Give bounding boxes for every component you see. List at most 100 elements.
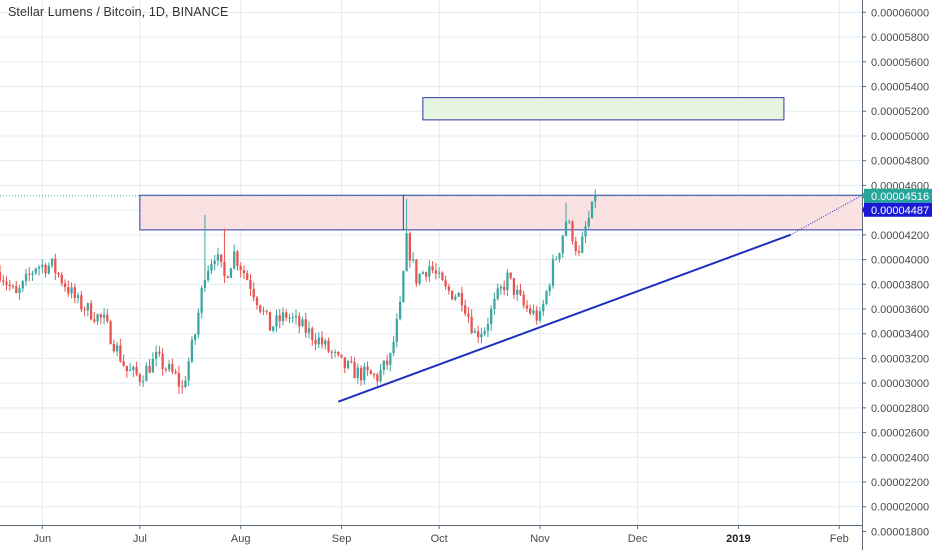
candle-body xyxy=(337,351,340,355)
candle-body xyxy=(307,328,311,333)
candle xyxy=(174,368,177,375)
candle xyxy=(233,244,236,270)
candle xyxy=(551,254,555,289)
candle-body xyxy=(187,361,190,381)
candle xyxy=(184,375,187,389)
candle xyxy=(119,338,122,363)
candle-body xyxy=(382,360,385,371)
candle-body xyxy=(24,273,28,282)
candle xyxy=(382,360,385,376)
candle xyxy=(161,348,164,376)
candle xyxy=(369,369,372,375)
candle-body xyxy=(164,368,168,370)
candle xyxy=(327,337,330,354)
candle xyxy=(350,355,353,364)
candle xyxy=(41,259,44,274)
candle-body xyxy=(288,317,291,319)
candle-body xyxy=(483,330,486,334)
candle-body xyxy=(434,270,438,274)
time-tick-label: Jun xyxy=(33,533,51,545)
candle xyxy=(509,272,512,280)
candle xyxy=(392,335,395,357)
candle-body xyxy=(441,272,444,281)
candle xyxy=(93,311,96,324)
price-tick-label: 0.00003600 xyxy=(871,304,929,316)
candle-body xyxy=(86,303,89,311)
candle-body xyxy=(392,341,395,354)
candle xyxy=(464,299,467,317)
support-trendline xyxy=(337,233,791,403)
candle xyxy=(106,309,109,324)
price-badge-background xyxy=(864,202,932,217)
candle-body xyxy=(350,361,353,363)
candle xyxy=(63,279,67,292)
candle-body xyxy=(590,201,594,218)
candle-body xyxy=(18,288,21,294)
time-tick-label: Jul xyxy=(133,533,147,545)
candle xyxy=(242,265,246,279)
candle-body xyxy=(223,261,226,277)
candle-body xyxy=(128,369,132,371)
candle xyxy=(581,231,584,254)
candle xyxy=(86,302,89,317)
time-tick-label: Sep xyxy=(332,533,352,545)
candle-body xyxy=(200,288,203,313)
candle-body xyxy=(174,371,177,374)
target-zone xyxy=(422,97,785,121)
candle-body xyxy=(76,295,80,298)
candle-body xyxy=(405,233,408,272)
price-tick-label: 0.00005000 xyxy=(871,131,929,143)
candle xyxy=(197,308,200,339)
price-badge-pointer xyxy=(862,202,866,217)
candle-body xyxy=(535,310,538,321)
candle xyxy=(405,198,408,272)
candle-body xyxy=(89,303,93,320)
resistance-zone xyxy=(139,195,862,230)
candle-body xyxy=(67,287,70,294)
candle-body xyxy=(561,235,564,254)
candle xyxy=(343,357,346,374)
candle-body xyxy=(44,264,47,274)
price-tick-label: 0.00002000 xyxy=(871,502,929,514)
candle xyxy=(262,306,265,316)
candle-body xyxy=(490,308,493,325)
candle-body xyxy=(356,367,359,379)
candle-body xyxy=(80,295,83,310)
candle xyxy=(548,283,551,296)
candle-body xyxy=(525,305,529,309)
candle xyxy=(441,271,444,281)
candle xyxy=(76,292,80,304)
candle xyxy=(158,346,161,357)
price-tick-label: 0.00002200 xyxy=(871,477,929,489)
candle-body xyxy=(581,236,584,253)
candle xyxy=(506,269,509,297)
candle-body xyxy=(379,370,382,382)
candle-body xyxy=(512,278,516,295)
candle xyxy=(584,221,587,244)
candle-body xyxy=(168,364,171,370)
candle xyxy=(372,372,376,379)
candle xyxy=(239,262,242,278)
candle-body xyxy=(15,286,18,294)
candle xyxy=(11,284,15,289)
candle xyxy=(210,259,213,275)
candle xyxy=(141,375,145,387)
candle-body xyxy=(564,221,568,236)
candle xyxy=(376,372,379,386)
candle-body xyxy=(83,309,86,311)
candle-body xyxy=(115,345,119,352)
candle xyxy=(590,201,594,219)
candle-body xyxy=(529,308,532,314)
candle xyxy=(477,325,480,343)
candle-body xyxy=(161,353,164,369)
price-badge-label: 0.00004516 xyxy=(871,191,929,203)
candle xyxy=(415,259,418,287)
candle xyxy=(451,290,454,301)
price-tick-label: 0.00003000 xyxy=(871,378,929,390)
candle xyxy=(307,321,311,339)
last-price-badge: 0.00004516 xyxy=(862,188,932,203)
candle-body xyxy=(125,365,128,371)
candle xyxy=(568,219,571,224)
